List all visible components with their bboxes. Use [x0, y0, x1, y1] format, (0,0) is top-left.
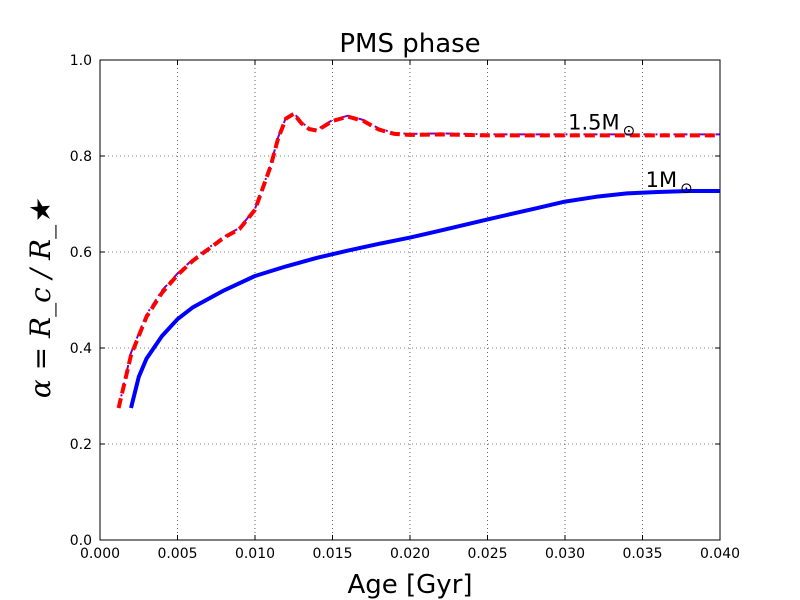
x-tick-label: 0.030: [545, 546, 585, 562]
x-axis-label: Age [Gyr]: [347, 570, 472, 600]
y-tick-label: 1.0: [70, 53, 92, 69]
y-axis-label: α = R_c / R_★: [24, 198, 57, 398]
grid: [100, 60, 720, 540]
x-tick-label: 0.020: [390, 546, 430, 562]
series-line-1: [129, 189, 720, 409]
x-tick-label: 0.015: [312, 546, 352, 562]
x-tick-label: 0.000: [80, 546, 120, 562]
ticks: 0.000 0.005 0.010 0.015 0.020 0.025 0.030 0.035…: [70, 53, 740, 562]
x-tick-label: 0.025: [467, 546, 507, 562]
x-tick-label: 0.010: [235, 546, 275, 562]
y-tick-label: 0.0: [70, 533, 92, 549]
y-tick-label: 0.6: [70, 245, 92, 261]
chart-title: PMS phase: [339, 29, 480, 59]
y-tick-label: 0.4: [70, 341, 92, 357]
x-tick-label: 0.040: [700, 546, 740, 562]
series-line-3: [116, 111, 720, 409]
y-tick-label: 0.8: [70, 149, 92, 165]
series-line-2: [117, 111, 720, 409]
series-group: [116, 111, 720, 409]
annotations: 1.5M ⊙1M ⊙: [568, 110, 693, 197]
x-tick-label: 0.035: [622, 546, 662, 562]
x-tick-label: 0.005: [157, 546, 197, 562]
y-tick-label: 0.2: [70, 437, 92, 453]
